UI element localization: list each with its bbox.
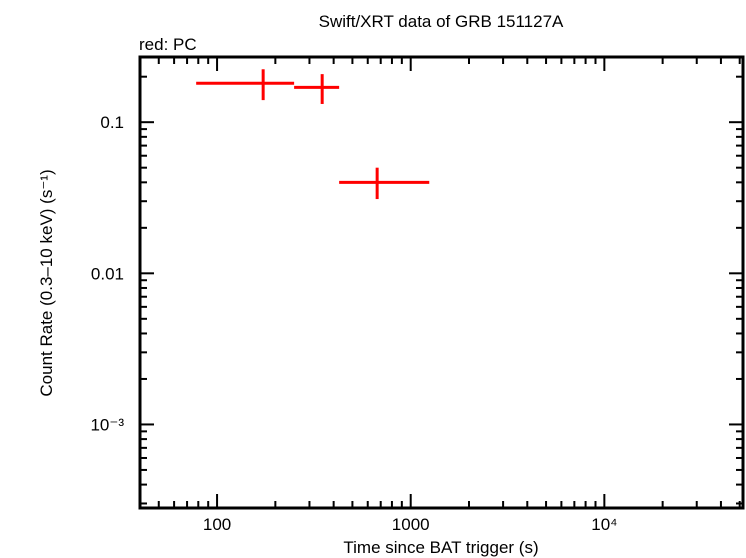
data-point [196, 69, 295, 101]
x-tick-label: 10⁴ [591, 515, 617, 534]
y-tick-label: 0.1 [100, 113, 124, 132]
chart-title: Swift/XRT data of GRB 151127A [319, 12, 564, 31]
x-axis-label: Time since BAT trigger (s) [343, 538, 538, 557]
chart-subtitle: red: PC [139, 35, 197, 54]
y-tick-label: 0.01 [91, 264, 124, 283]
x-tick-label: 100 [203, 515, 231, 534]
y-tick-label: 10⁻³ [90, 415, 124, 434]
plot-frame [138, 55, 745, 510]
x-tick-label: 1000 [392, 515, 430, 534]
data-point [339, 167, 430, 200]
data-point [294, 74, 340, 104]
y-axis-label: Count Rate (0.3–10 keV) (s⁻¹) [37, 169, 56, 396]
